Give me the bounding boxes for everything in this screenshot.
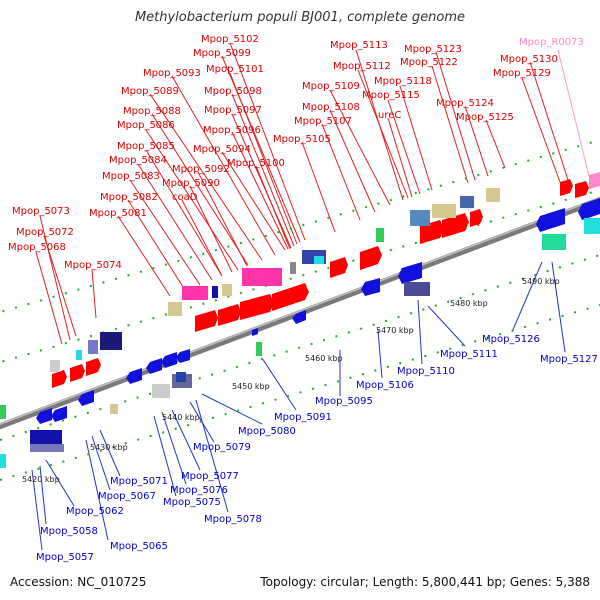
kbp-label: 5430 kbp xyxy=(90,443,128,452)
gene-label: Mpop_5106 xyxy=(356,380,414,391)
gene-label: Mpop_5074 xyxy=(64,260,122,271)
gene-label: Mpop_5115 xyxy=(362,90,420,101)
reverse-gene-labels: Mpop_5126 Mpop_5127 Mpop_5111 Mpop_5110 … xyxy=(36,334,598,563)
kbp-label: 5480 kbp xyxy=(450,299,488,308)
gene-label: Mpop_5068 xyxy=(8,242,66,253)
gene-label: Mpop_5096 xyxy=(203,125,261,136)
gene-label: Mpop_5071 xyxy=(110,476,168,487)
gene-label: Mpop_5084 xyxy=(109,155,167,166)
forward-strand-genes xyxy=(50,172,600,388)
kbp-label: 5420 kbp xyxy=(22,475,60,484)
gene-label: Mpop_5090 xyxy=(162,178,220,189)
gene-label: Mpop_5127 xyxy=(540,354,598,365)
kbp-label: 5460 kbp xyxy=(305,354,343,363)
gene-label: Mpop_5111 xyxy=(440,349,498,360)
genome-summary-text: Topology: circular; Length: 5,800,441 bp… xyxy=(260,575,590,589)
gene-label: Mpop_5110 xyxy=(397,366,455,377)
gene-label: Mpop_5097 xyxy=(204,105,262,116)
gene-label: Mpop_5081 xyxy=(89,208,147,219)
gene-label: Mpop_5113 xyxy=(330,40,388,51)
gene-label: Mpop_5085 xyxy=(117,141,175,152)
kbp-label: 5440 kbp xyxy=(162,413,200,422)
forward-callout-lines xyxy=(35,42,591,345)
accession-text: Accession: NC_010725 xyxy=(10,575,147,589)
gene-label: Mpop_5080 xyxy=(238,426,296,437)
gene-label: Mpop_5125 xyxy=(456,112,514,123)
gene-label: Mpop_5062 xyxy=(66,506,124,517)
gene-label: Mpop_5126 xyxy=(482,334,540,345)
gene-label: ureC xyxy=(378,110,401,121)
gene-label: Mpop_5124 xyxy=(436,98,494,109)
forward-gene-labels: Mpop_5102 Mpop_5099 Mpop_5101 Mpop_5093 … xyxy=(8,34,584,271)
gene-label: Mpop_5130 xyxy=(500,54,558,65)
gene-label: Mpop_5065 xyxy=(110,541,168,552)
gene-label: Mpop_5075 xyxy=(163,497,221,508)
gene-label: Mpop_5082 xyxy=(100,192,158,203)
gene-label: Mpop_5112 xyxy=(333,61,391,72)
gene-label: Mpop_5057 xyxy=(36,552,94,563)
gene-label: Mpop_5091 xyxy=(274,412,332,423)
gene-label: Mpop_5095 xyxy=(315,396,373,407)
kbp-label: 5450 kbp xyxy=(232,382,270,391)
gene-label: Mpop_5101 xyxy=(206,64,264,75)
reverse-callout-lines xyxy=(31,261,566,551)
gene-label: Mpop_5079 xyxy=(193,442,251,453)
kbp-label: 5470 kbp xyxy=(376,326,414,335)
gene-label: Mpop_5107 xyxy=(294,116,352,127)
gene-label: Mpop_5072 xyxy=(16,227,74,238)
gene-label: Mpop_5094 xyxy=(193,144,251,155)
gene-label: Mpop_5118 xyxy=(374,76,432,87)
gene-label: Mpop_5086 xyxy=(117,120,175,131)
map-title: Methylobacterium populi BJ001, complete … xyxy=(134,10,466,25)
gene-label: Mpop_5102 xyxy=(201,34,259,45)
gene-label: Mpop_5067 xyxy=(98,491,156,502)
gene-label: Mpop_5108 xyxy=(302,102,360,113)
gene-label: Mpop_5083 xyxy=(102,171,160,182)
kbp-label: 5490 kbp xyxy=(522,277,560,286)
gene-label: coaD xyxy=(172,192,198,203)
gene-label: Mpop_5105 xyxy=(273,134,331,145)
gene-label: Mpop_5073 xyxy=(12,206,70,217)
gene-label: Mpop_5122 xyxy=(400,57,458,68)
gene-label: Mpop_5100 xyxy=(227,158,285,169)
gene-label: Mpop_5098 xyxy=(204,86,262,97)
tick-tracks xyxy=(0,139,600,481)
gene-label: Mpop_5058 xyxy=(40,526,98,537)
kbp-scale-labels: 5420 kbp 5430 kbp 5440 kbp 5450 kbp 5460… xyxy=(22,277,560,484)
gene-label: Mpop_5078 xyxy=(204,514,262,525)
gene-label: Mpop_R0073 xyxy=(519,37,584,48)
gene-label: Mpop_5093 xyxy=(143,68,201,79)
reverse-strand-genes xyxy=(0,198,600,468)
gene-label: Mpop_5089 xyxy=(121,86,179,97)
gene-label: Mpop_5088 xyxy=(123,106,181,117)
gene-label: Mpop_5129 xyxy=(493,68,551,79)
gene-label: Mpop_5092 xyxy=(172,164,230,175)
gene-label: Mpop_5109 xyxy=(302,81,360,92)
gene-label: Mpop_5076 xyxy=(170,485,228,496)
gene-label: Mpop_5123 xyxy=(404,44,462,55)
gene-label: Mpop_5099 xyxy=(193,48,251,59)
gene-label: Mpop_5077 xyxy=(181,471,239,482)
